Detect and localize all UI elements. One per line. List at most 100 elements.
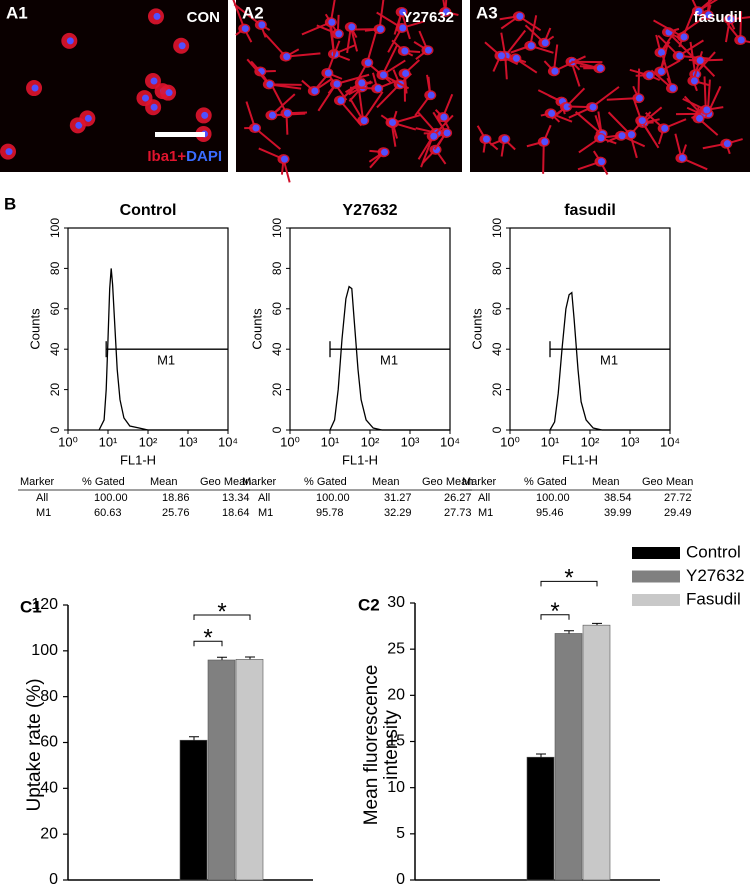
nucleus: [328, 18, 336, 26]
legend-label: Fasudil: [686, 589, 741, 608]
y-tick-label: 25: [387, 640, 405, 657]
table-header: Mean: [372, 476, 400, 488]
y-tick-label: 30: [387, 594, 405, 611]
nucleus: [442, 8, 450, 16]
nucleus: [201, 111, 209, 119]
nucleus: [337, 96, 345, 104]
nucleus: [268, 111, 276, 119]
nucleus: [705, 11, 713, 19]
process: [553, 55, 586, 73]
nucleus: [283, 109, 291, 117]
significance-label: *: [550, 598, 559, 625]
nucleus: [440, 113, 448, 121]
y-tick-label: 10: [387, 779, 405, 796]
nucleus: [527, 42, 535, 50]
error-bar: [245, 656, 255, 660]
process: [691, 0, 699, 12]
nucleus: [646, 71, 654, 79]
nucleus: [258, 21, 266, 29]
y-tick-label: 100: [270, 218, 284, 238]
process: [378, 0, 385, 30]
y-tick-label: 20: [270, 383, 284, 397]
marker-label: M1: [157, 353, 175, 368]
histogram-line: [329, 285, 450, 431]
nucleus: [66, 37, 74, 45]
nucleus: [399, 24, 407, 32]
table-header: Mean: [592, 476, 620, 488]
y-tick-label: 20: [387, 687, 405, 704]
table-cell: 18.86: [162, 492, 190, 504]
y-tick-label: 5: [396, 825, 405, 842]
bar: [582, 624, 611, 881]
cells: [476, 0, 750, 175]
table-cell: 95.78: [316, 507, 344, 519]
y-tick-label: 80: [40, 688, 58, 705]
panel-label: A1: [6, 3, 28, 22]
legend-swatch: [632, 570, 680, 583]
scale-bar: [155, 132, 205, 137]
table-cell: 31.27: [384, 492, 412, 504]
nucleus: [380, 71, 388, 79]
y-tick-label: 60: [48, 302, 62, 316]
y-tick-label: 100: [490, 218, 504, 238]
nucleus: [430, 132, 438, 140]
y-tick-label: 15: [387, 733, 405, 750]
process: [232, 0, 246, 29]
cells: [0, 8, 212, 160]
stain-dapi: DAPI: [186, 148, 222, 165]
significance-label: *: [564, 565, 573, 592]
y-axis-label: Counts: [27, 308, 42, 350]
stain-iba1: Iba1+: [147, 148, 186, 165]
y-axis-label: intensity: [381, 710, 402, 780]
table-cell: M1: [36, 507, 51, 519]
table-header: Marker: [242, 476, 277, 488]
table-cell: 26.27: [444, 492, 472, 504]
image-title: fasudil: [694, 9, 742, 26]
bar: [207, 659, 236, 881]
x-axis-label: FL1-H: [342, 452, 378, 467]
table-header: Mean: [150, 476, 178, 488]
nucleus: [165, 89, 173, 97]
table-cell: 60.63: [94, 507, 122, 519]
nucleus: [696, 56, 704, 64]
nucleus: [512, 54, 520, 62]
nucleus: [501, 135, 509, 143]
process: [317, 83, 337, 112]
legend-label: Control: [686, 542, 741, 561]
nucleus: [541, 138, 549, 146]
y-tick-label: 40: [270, 342, 284, 356]
bar: [554, 633, 583, 881]
nucleus: [389, 118, 397, 126]
y-axis-label: Mean fluorescence: [361, 665, 382, 826]
process: [329, 22, 336, 56]
y-tick-label: 100: [48, 218, 62, 238]
table-cell: 29.49: [664, 507, 692, 519]
plot-frame: [67, 227, 229, 431]
nucleus: [516, 12, 524, 20]
cells: [232, 0, 459, 183]
table-cell: All: [36, 492, 48, 504]
nucleus: [678, 154, 686, 162]
nucleus: [381, 148, 389, 156]
table-cell: 100.00: [536, 492, 570, 504]
panel-label: A2: [242, 3, 264, 22]
table-header: % Gated: [82, 476, 125, 488]
y-tick-label: 0: [48, 426, 62, 433]
histogram-title: Y27632: [342, 202, 397, 219]
nucleus: [241, 25, 249, 33]
significance-bracket: [540, 614, 570, 620]
y-tick-label: 60: [490, 302, 504, 316]
nucleus: [661, 124, 669, 132]
table-cell: All: [258, 492, 270, 504]
nucleus: [358, 79, 366, 87]
table-cell: 25.76: [162, 507, 190, 519]
nucleus: [427, 91, 435, 99]
y-tick-label: 80: [270, 261, 284, 275]
nucleus: [84, 114, 92, 122]
table-cell: 39.99: [604, 507, 632, 519]
plot-frame: [509, 227, 671, 431]
nucleus: [658, 49, 666, 57]
table-header: Geo Mean: [642, 476, 693, 488]
y-tick-label: 0: [270, 426, 284, 433]
panel-label: C1: [20, 597, 42, 616]
